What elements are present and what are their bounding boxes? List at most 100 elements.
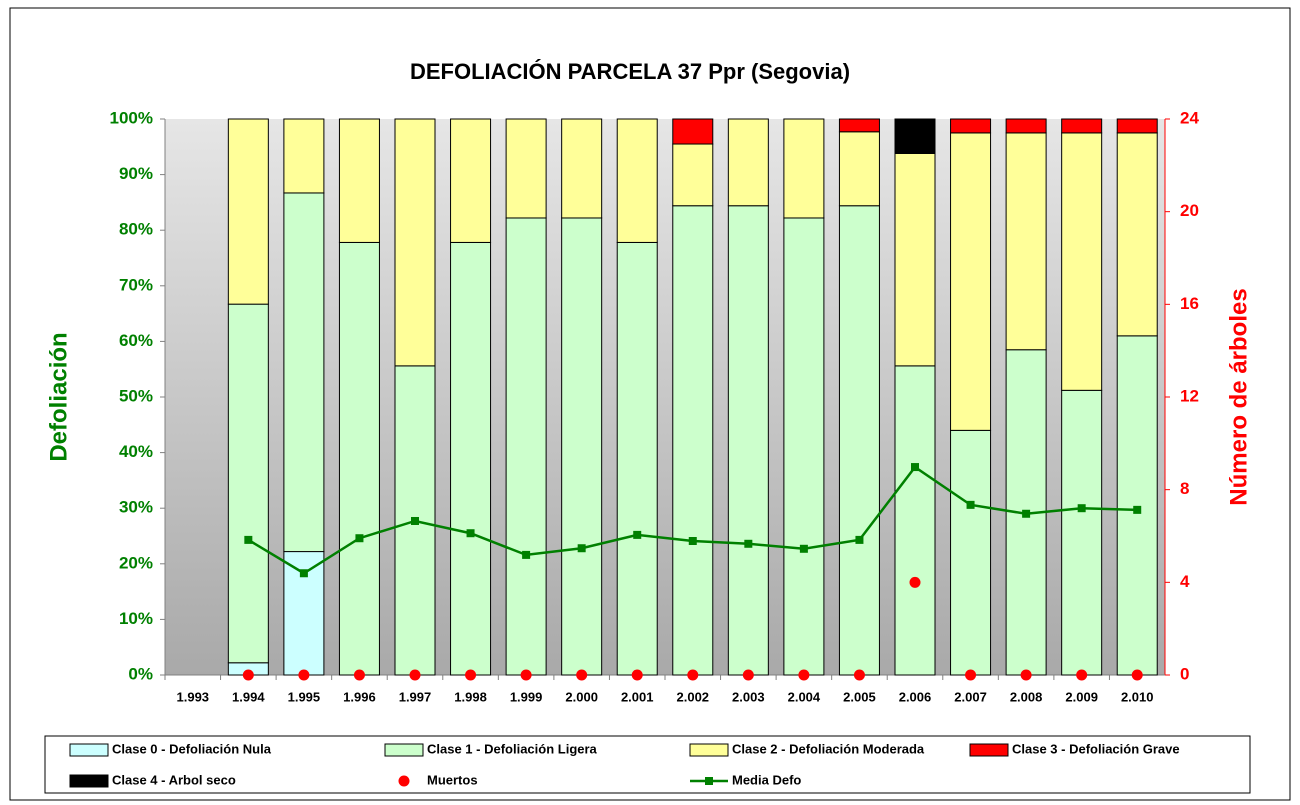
line-marker: [799, 544, 808, 553]
y2-tick-label: 8: [1180, 479, 1189, 498]
bar-segment: [283, 192, 325, 553]
line-marker: [911, 463, 919, 472]
x-tick-label: 1.993: [177, 689, 210, 704]
scatter-point: [465, 669, 477, 681]
legend-label: Clase 4 - Arbol seco: [112, 772, 236, 787]
bar-segment: [450, 118, 492, 243]
legend-swatch: [69, 743, 109, 757]
scatter-point: [853, 669, 865, 681]
bar-segment: [727, 118, 769, 207]
scatter-point: [742, 669, 754, 681]
legend-swatch: [969, 743, 1009, 757]
bar-segment: [672, 143, 714, 207]
x-tick-label: 2.008: [1010, 689, 1043, 704]
x-tick-label: 2.000: [565, 689, 598, 704]
bar-segment: [950, 118, 992, 134]
bar-segment: [838, 131, 880, 207]
x-tick-label: 1.999: [510, 689, 543, 704]
line-marker: [688, 537, 697, 546]
legend-label: Media Defo: [732, 772, 801, 787]
bar-segment: [672, 205, 714, 676]
bar-segment: [561, 217, 603, 676]
legend: [44, 735, 1251, 794]
scatter-point: [353, 669, 365, 681]
y-tick-label: 70%: [119, 275, 153, 294]
scatter-point: [576, 669, 588, 681]
line-marker: [1022, 509, 1031, 518]
scatter-point: [631, 669, 643, 681]
legend-swatch: [705, 777, 713, 785]
legend-label: Clase 1 - Defoliación Ligera: [427, 741, 598, 756]
y-tick-label: 100%: [110, 108, 153, 127]
y-tick-label: 50%: [119, 386, 153, 405]
bar-segment: [1116, 118, 1158, 134]
y2-tick-label: 4: [1180, 572, 1190, 591]
line-marker: [522, 550, 531, 559]
bar-segment: [616, 241, 658, 676]
scatter-point: [909, 576, 921, 588]
y-tick-label: 0%: [128, 664, 153, 683]
x-tick-label: 1.996: [343, 689, 376, 704]
bar-segment: [338, 241, 380, 676]
bar-segment: [1061, 118, 1103, 134]
y-tick-label: 60%: [119, 331, 153, 350]
scatter-point: [965, 669, 977, 681]
scatter-point: [409, 669, 421, 681]
line-marker: [411, 516, 419, 525]
bar-segment: [505, 118, 547, 219]
x-tick-label: 2.002: [677, 689, 710, 704]
line-marker: [633, 530, 642, 539]
x-tick-label: 2.009: [1065, 689, 1098, 704]
y2-tick-label: 12: [1180, 386, 1199, 405]
legend-label: Muertos: [427, 772, 478, 787]
line-marker: [855, 535, 864, 544]
bar-segment: [950, 429, 992, 676]
y-tick-label: 30%: [119, 498, 153, 517]
y-tick-label: 80%: [119, 220, 153, 239]
bar-segment: [1061, 389, 1103, 676]
x-tick-label: 1.994: [232, 689, 265, 704]
y2-tick-label: 0: [1180, 664, 1189, 683]
bar-segment: [1116, 335, 1158, 676]
bar-segment: [727, 205, 769, 676]
y-tick-label: 40%: [119, 442, 153, 461]
bar-segment: [1061, 132, 1103, 391]
scatter-point: [798, 669, 810, 681]
y-tick-label: 20%: [119, 553, 153, 572]
bar-segment: [227, 118, 269, 305]
x-tick-label: 2.007: [954, 689, 987, 704]
scatter-point: [687, 669, 699, 681]
x-tick-label: 2.001: [621, 689, 654, 704]
x-tick-label: 2.003: [732, 689, 765, 704]
bar-segment: [1005, 132, 1047, 351]
bar-segment: [394, 118, 436, 367]
line-marker: [966, 500, 975, 509]
bar-segment: [783, 217, 825, 676]
legend-label: Clase 3 - Defoliación Grave: [1012, 741, 1180, 756]
bar-segment: [561, 118, 603, 219]
bar-segment: [283, 118, 325, 194]
scatter-point: [1020, 669, 1032, 681]
line-marker: [744, 539, 753, 548]
x-tick-label: 1.998: [454, 689, 487, 704]
legend-label: Clase 2 - Defoliación Moderada: [732, 741, 925, 756]
bar-segment: [838, 118, 880, 133]
x-tick-label: 2.006: [899, 689, 932, 704]
x-tick-label: 1.997: [399, 689, 432, 704]
scatter-point: [242, 669, 254, 681]
x-tick-label: 2.004: [788, 689, 821, 704]
bar-segment: [783, 118, 825, 219]
scatter-point: [298, 669, 310, 681]
legend-swatch: [398, 775, 410, 787]
bar-segment: [672, 118, 714, 145]
bar-segment: [1005, 118, 1047, 134]
line-marker: [466, 529, 475, 538]
scatter-point: [520, 669, 532, 681]
scatter-point: [1076, 669, 1088, 681]
line-marker: [299, 569, 308, 578]
bar-segment: [894, 152, 936, 367]
legend-swatch: [69, 774, 109, 788]
line-marker: [1133, 505, 1142, 514]
bar-segment: [1116, 132, 1158, 337]
